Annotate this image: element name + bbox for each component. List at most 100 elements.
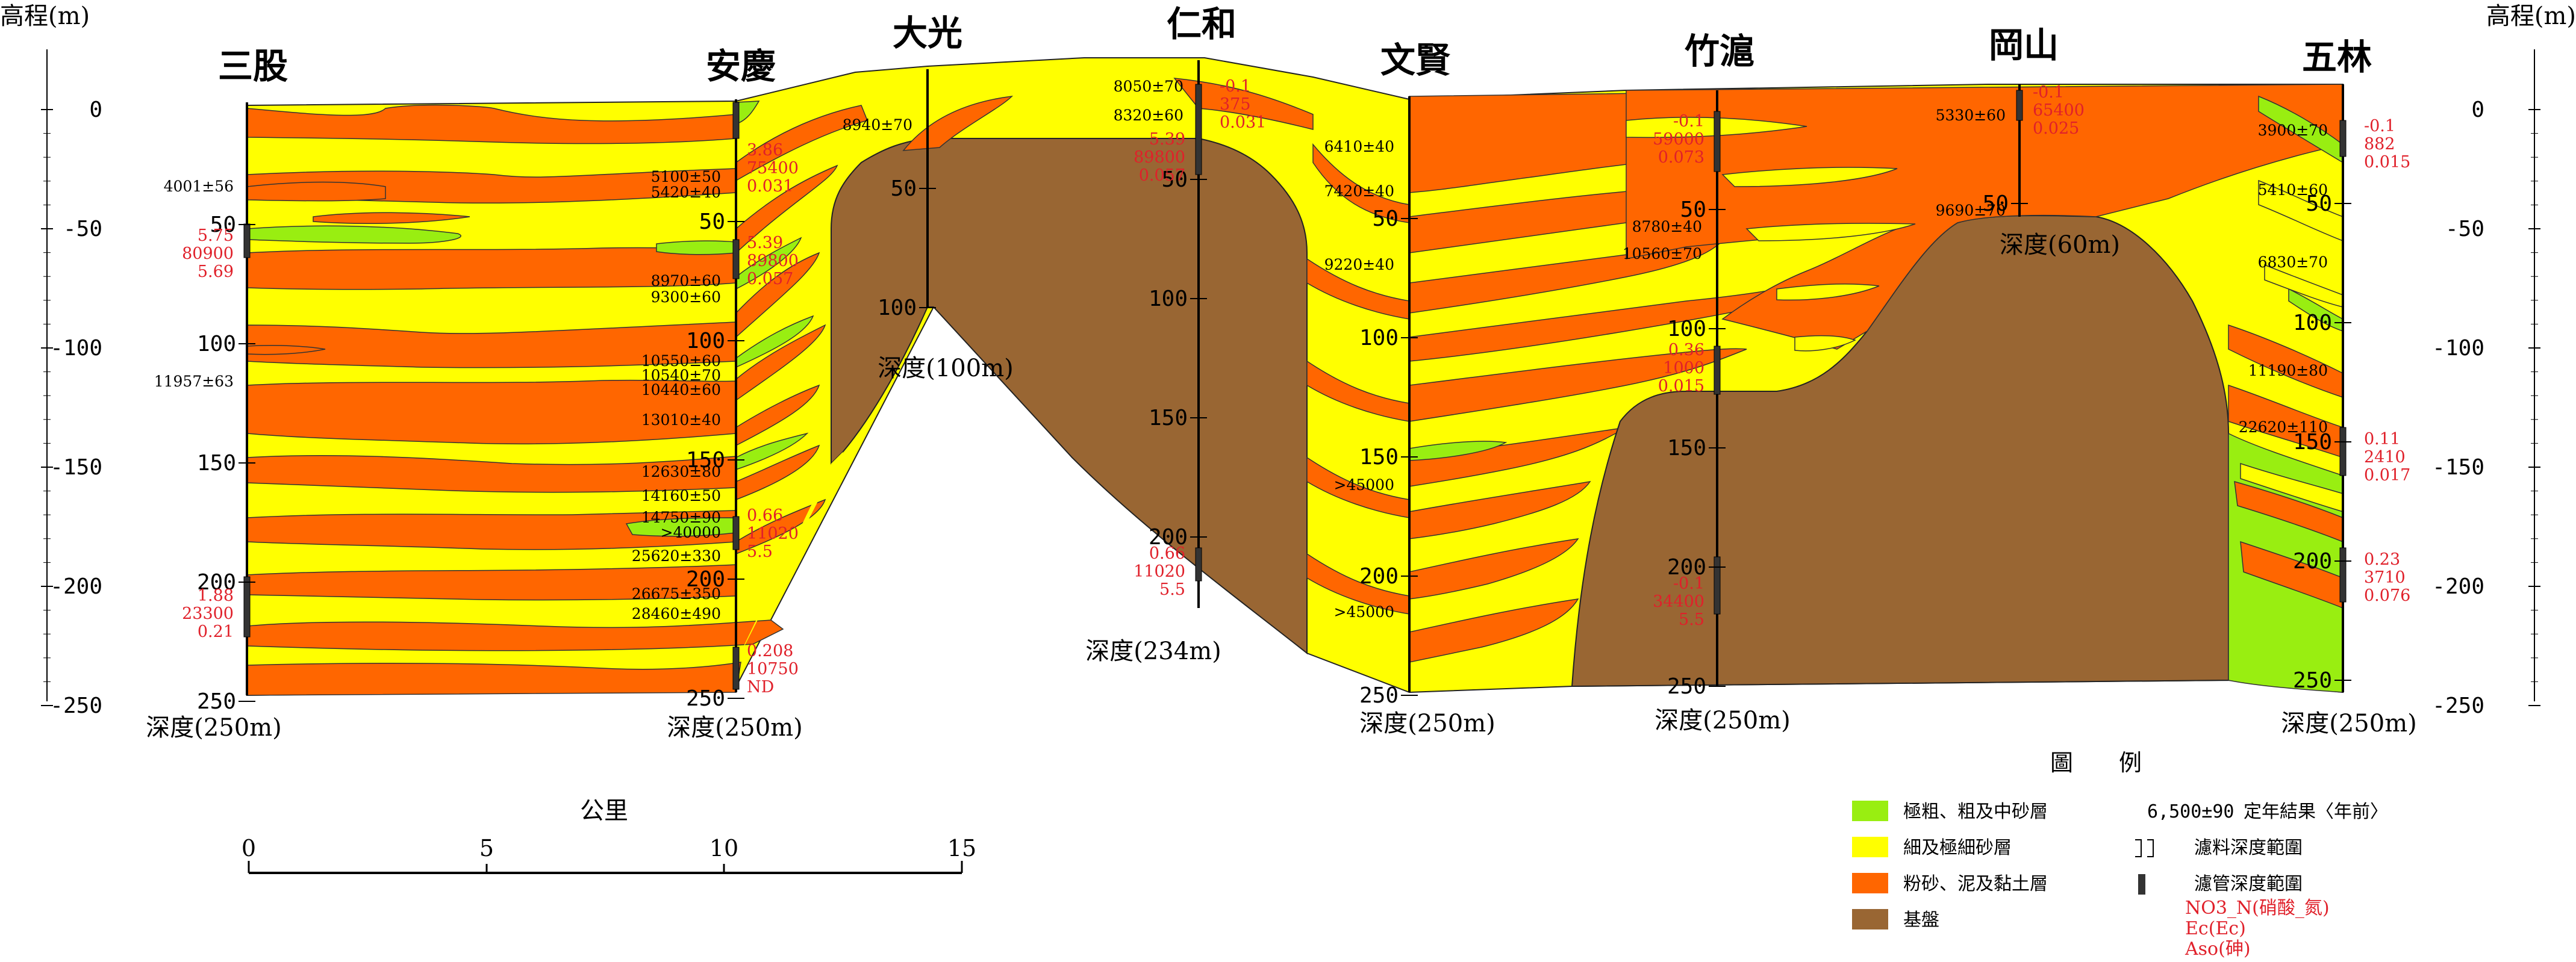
left-elevation-axis: 0 -50 -100 -150 -200 -250 bbox=[41, 49, 102, 718]
coarse-lens-wenxian bbox=[1409, 441, 1508, 461]
depth-label-0: 深度(250m) bbox=[146, 714, 282, 742]
depth-label-1: 深度(250m) bbox=[667, 714, 803, 742]
chem-anqing_2-0: 5.39 bbox=[747, 234, 783, 252]
date-renhe-1: 8320±60 bbox=[1114, 107, 1184, 124]
depth-tick-4-2: 150 bbox=[1359, 445, 1399, 470]
scale-bar: 公里 0 5 10 15 bbox=[242, 797, 976, 874]
date-anqing-1: 5420±40 bbox=[651, 184, 721, 201]
chem-sangu_1-0: 5.75 bbox=[198, 226, 234, 245]
chem-zhuhu_3-1: 34400 bbox=[1653, 592, 1704, 611]
date-wulin-2: 6830±70 bbox=[2258, 253, 2328, 271]
date-anqing-3: 9300±60 bbox=[651, 288, 721, 306]
screen-intervals bbox=[243, 84, 2347, 690]
legend-swatch-silt bbox=[1852, 873, 1888, 893]
depth-tick-7-0: 50 bbox=[2306, 191, 2332, 216]
station-name-5: 竹滬 bbox=[1685, 31, 1754, 72]
depth-tick-6-0: 50 bbox=[1983, 191, 2009, 216]
elevation-label-right: 高程(m) bbox=[2486, 2, 2576, 30]
date-renhe-0: 8050±70 bbox=[1114, 78, 1184, 95]
chem-renhe_1b-1: 89800 bbox=[1134, 148, 1185, 167]
depth-tick-0-3: 200 bbox=[197, 570, 236, 595]
legend-chem-ec: Ec(Ec) bbox=[2185, 918, 2246, 939]
chem-sangu_2-1: 23300 bbox=[182, 604, 234, 623]
depth-tick-1-1: 100 bbox=[686, 329, 725, 353]
station-name-0: 三股 bbox=[218, 46, 288, 87]
legend-label-silt: 粉砂、泥及黏土層 bbox=[1903, 874, 2048, 895]
chem-renhe_2-2: 5.5 bbox=[1159, 580, 1185, 599]
chem-anqing_3-1: 11020 bbox=[747, 524, 799, 543]
date-daguang-0: 8940±70 bbox=[843, 116, 912, 134]
chem-zhuhu_3-2: 5.5 bbox=[1679, 610, 1704, 629]
date-wulin-3: 11190±80 bbox=[2248, 362, 2328, 379]
coarse-lenses-anqing bbox=[735, 237, 814, 368]
chem-wulin_1-0: -0.1 bbox=[2364, 117, 2395, 135]
chem-anqing_1-0: 3.86 bbox=[747, 141, 783, 160]
date-zhuhu-1: 10560±70 bbox=[1623, 245, 1702, 262]
depth-label-5: 深度(250m) bbox=[1654, 707, 1791, 734]
depth-tick-4-0: 50 bbox=[1373, 206, 1399, 231]
elev-tick-left-5: -250 bbox=[50, 694, 102, 718]
legend-swatch-coarse bbox=[1852, 801, 1888, 821]
chem-sangu_2-0: 1.88 bbox=[198, 586, 234, 605]
station-name-2: 大光 bbox=[893, 13, 962, 54]
chem-anqing_3-2: 5.5 bbox=[747, 542, 773, 561]
depth-tick-0-0: 50 bbox=[210, 213, 236, 237]
scale-title: 公里 bbox=[580, 797, 628, 825]
date-wulin-0: 3900±70 bbox=[2258, 122, 2328, 139]
date-wenxian-3: >45000 bbox=[1334, 476, 1394, 494]
legend-chem-no3: NO3_N(硝酸_氮) bbox=[2185, 898, 2330, 919]
elev-tick-right-4: -200 bbox=[2432, 574, 2484, 599]
chem-sangu_2-2: 0.21 bbox=[198, 622, 234, 641]
depth-tick-5-4: 250 bbox=[1667, 674, 1706, 699]
chem-anqing_2-2: 0.057 bbox=[747, 270, 793, 288]
chem-anqing_1-1: 75400 bbox=[747, 159, 799, 178]
chem-renhe_2-0: 0.66 bbox=[1149, 544, 1185, 563]
legend-date-label: 定年結果〈年前〉 bbox=[2244, 801, 2388, 822]
legend: 圖 例 極粗、粗及中砂層 細及極細砂層 粉砂、泥及黏土層 基盤 6,500±90… bbox=[1852, 749, 2388, 960]
chem-zhuhu_3-0: -0.1 bbox=[1673, 574, 1704, 593]
chem-wulin_3-1: 3710 bbox=[2364, 568, 2406, 587]
depth-label-7: 深度(250m) bbox=[2281, 710, 2417, 737]
date-anqing-14: 28460±490 bbox=[632, 605, 721, 622]
chem-anqing_3-0: 0.66 bbox=[747, 506, 783, 525]
depth-tick-7-2: 150 bbox=[2293, 430, 2332, 455]
depth-tick-5-2: 150 bbox=[1667, 436, 1706, 461]
chem-anqing_4-2: ND bbox=[747, 678, 774, 697]
dipping-layers-anqing bbox=[735, 105, 869, 555]
date-zhuhu-0: 8780±40 bbox=[1632, 218, 1702, 235]
elev-tick-right-2: -100 bbox=[2432, 336, 2484, 361]
legend-filter-symbol bbox=[2135, 839, 2154, 857]
station-name-7: 五林 bbox=[2302, 37, 2372, 78]
chem-wulin_2-2: 0.017 bbox=[2364, 466, 2410, 485]
depth-tick-1-2: 150 bbox=[686, 448, 725, 473]
depth-tick-7-3: 200 bbox=[2293, 549, 2332, 574]
chem-wulin_3-0: 0.23 bbox=[2364, 550, 2400, 569]
elev-tick-left-3: -150 bbox=[50, 455, 102, 480]
date-gangshan-0: 5330±60 bbox=[1936, 107, 2006, 124]
chem-wulin_3-2: 0.076 bbox=[2364, 586, 2410, 605]
chem-anqing_1-2: 0.031 bbox=[747, 177, 793, 196]
chem-zhuhu_1-0: -0.1 bbox=[1673, 112, 1704, 131]
chem-gangshan_1-1: 65400 bbox=[2033, 101, 2085, 120]
chem-renhe_1b-0: 5.39 bbox=[1149, 130, 1185, 149]
date-wenxian-0: 6410±40 bbox=[1324, 138, 1394, 155]
legend-swatch-fine bbox=[1852, 837, 1888, 857]
depth-label-6: 深度(60m) bbox=[2000, 231, 2120, 259]
chem-zhuhu_1-1: 59000 bbox=[1653, 130, 1704, 149]
legend-date-sample: 6,500±90 bbox=[2147, 801, 2235, 822]
depth-tick-0-1: 100 bbox=[197, 332, 236, 356]
scale-tick-5: 5 bbox=[479, 835, 494, 861]
depth-tick-3-2: 150 bbox=[1149, 406, 1188, 430]
depth-tick-3-1: 100 bbox=[1149, 287, 1188, 311]
scale-tick-15: 15 bbox=[947, 835, 976, 861]
chem-anqing_4-1: 10750 bbox=[747, 660, 799, 678]
chem-anqing_4-0: 0.208 bbox=[747, 642, 793, 660]
depth-tick-3-0: 50 bbox=[1162, 167, 1188, 192]
date-wulin-1: 5410±60 bbox=[2258, 181, 2328, 199]
depth-tick-4-1: 100 bbox=[1359, 326, 1399, 350]
date-sangu-1: 11957±63 bbox=[154, 373, 234, 390]
chem-wulin_1-2: 0.015 bbox=[2364, 153, 2410, 172]
depth-tick-5-0: 50 bbox=[1680, 197, 1706, 222]
